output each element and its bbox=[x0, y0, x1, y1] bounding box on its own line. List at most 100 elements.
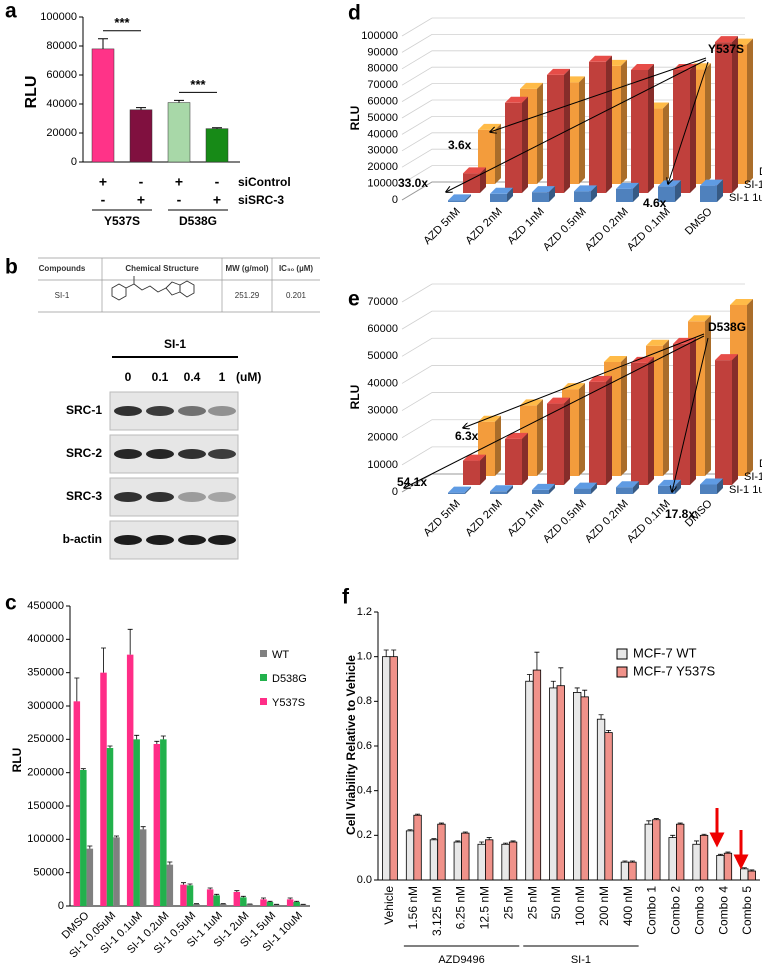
bar-front bbox=[715, 42, 732, 194]
error-bar bbox=[181, 882, 186, 885]
table-header: Chemical Structure bbox=[125, 264, 199, 273]
blot-band bbox=[146, 406, 174, 416]
concentration: 1 bbox=[219, 370, 226, 384]
blot-band bbox=[114, 492, 142, 502]
blot-band bbox=[208, 492, 236, 502]
bar-side bbox=[591, 482, 597, 494]
bar-top bbox=[448, 486, 471, 493]
bar bbox=[477, 843, 486, 881]
bar bbox=[628, 861, 637, 881]
concentration: 0.4 bbox=[184, 370, 201, 384]
bar-side bbox=[507, 187, 513, 202]
bar bbox=[106, 748, 114, 906]
blot-label: SRC-1 bbox=[66, 403, 102, 417]
y-tick-label: 0 bbox=[392, 194, 398, 206]
x-tick-label: Vehicle bbox=[382, 886, 396, 925]
error-bar bbox=[134, 734, 140, 740]
error-bar bbox=[438, 822, 444, 825]
error-bar bbox=[677, 822, 683, 825]
bar bbox=[549, 687, 558, 881]
legend-swatch bbox=[616, 666, 628, 678]
error-bar bbox=[694, 840, 700, 845]
bar-3d bbox=[505, 96, 528, 193]
error-bar bbox=[717, 853, 723, 856]
condition-sign: + bbox=[175, 174, 183, 190]
bar bbox=[293, 902, 300, 906]
y-tick-label: 30000 bbox=[367, 404, 398, 416]
bar-side bbox=[648, 356, 654, 485]
legend-swatch bbox=[260, 650, 267, 657]
annotation: 4.6x bbox=[643, 196, 667, 210]
y-axis-label: RLU bbox=[348, 106, 362, 131]
bar-3d bbox=[715, 354, 738, 485]
blot-band bbox=[114, 406, 142, 416]
bar-top bbox=[574, 185, 597, 192]
bar-3d bbox=[700, 478, 723, 494]
bond bbox=[125, 276, 135, 289]
y-tick-label: 10000 bbox=[367, 459, 398, 471]
x-tick-label: AZD 5nM bbox=[421, 206, 462, 247]
bar bbox=[246, 904, 254, 906]
blot-label: SRC-3 bbox=[66, 489, 102, 503]
error-bar bbox=[212, 127, 222, 129]
bar-3d bbox=[532, 186, 555, 202]
y-tick-label: 0 bbox=[58, 900, 64, 912]
bar-side bbox=[705, 315, 711, 476]
bar-front bbox=[505, 102, 522, 193]
bar-side bbox=[606, 375, 612, 485]
bar-front bbox=[547, 403, 564, 485]
bar-front bbox=[547, 74, 564, 193]
error-bar bbox=[415, 813, 421, 816]
bar-side bbox=[717, 478, 723, 494]
error-bar bbox=[670, 834, 676, 838]
error-bar bbox=[294, 900, 300, 902]
bar-side bbox=[537, 399, 543, 476]
error-bar bbox=[646, 820, 652, 825]
bar-front bbox=[532, 489, 549, 494]
concentration: 0 bbox=[125, 370, 132, 384]
error-bar bbox=[87, 845, 93, 849]
bar-side bbox=[633, 182, 639, 202]
x-tick-label: 25 nM bbox=[525, 886, 539, 919]
bar bbox=[382, 656, 391, 881]
y-tick-label: 20000 bbox=[367, 161, 398, 173]
bar-top bbox=[574, 482, 597, 489]
blot-band bbox=[146, 492, 174, 502]
error-bar bbox=[287, 897, 293, 900]
bar bbox=[692, 843, 701, 881]
panel-letter: a bbox=[5, 0, 17, 23]
panel-letter: c bbox=[5, 592, 17, 615]
bar bbox=[299, 904, 307, 906]
x-tick-label: Combo 2 bbox=[669, 886, 683, 935]
blot-band bbox=[178, 535, 206, 545]
error-bar bbox=[486, 837, 492, 840]
bar bbox=[100, 672, 107, 906]
bar-front bbox=[448, 492, 465, 494]
y-tick-label: 0 bbox=[71, 156, 77, 168]
bar-front bbox=[700, 484, 717, 494]
bar bbox=[556, 685, 565, 881]
bar-side bbox=[621, 59, 627, 184]
error-bar bbox=[240, 895, 246, 898]
annotation: 3.6x bbox=[448, 138, 472, 152]
error-bar bbox=[701, 833, 707, 836]
error-bar bbox=[80, 768, 86, 770]
bar-3d bbox=[490, 485, 513, 494]
bar bbox=[485, 839, 494, 881]
x-tick-label: 50 nM bbox=[549, 886, 563, 919]
bar-front bbox=[616, 188, 633, 202]
legend-label: Y537S bbox=[272, 697, 305, 709]
bar bbox=[723, 852, 733, 881]
bar bbox=[186, 885, 194, 906]
y-tick-label: 250000 bbox=[27, 733, 64, 745]
group-label: AZD9496 bbox=[438, 954, 484, 966]
grid-line bbox=[401, 50, 745, 70]
error-bar bbox=[261, 897, 266, 900]
bar-front bbox=[448, 200, 465, 202]
bar-side bbox=[690, 337, 696, 485]
bar-3d bbox=[700, 179, 723, 202]
table-header: IC₅₀ (µM) bbox=[279, 264, 313, 273]
y-tick-label: 1.2 bbox=[357, 606, 372, 618]
x-tick-label: AZD 2nM bbox=[463, 498, 504, 539]
